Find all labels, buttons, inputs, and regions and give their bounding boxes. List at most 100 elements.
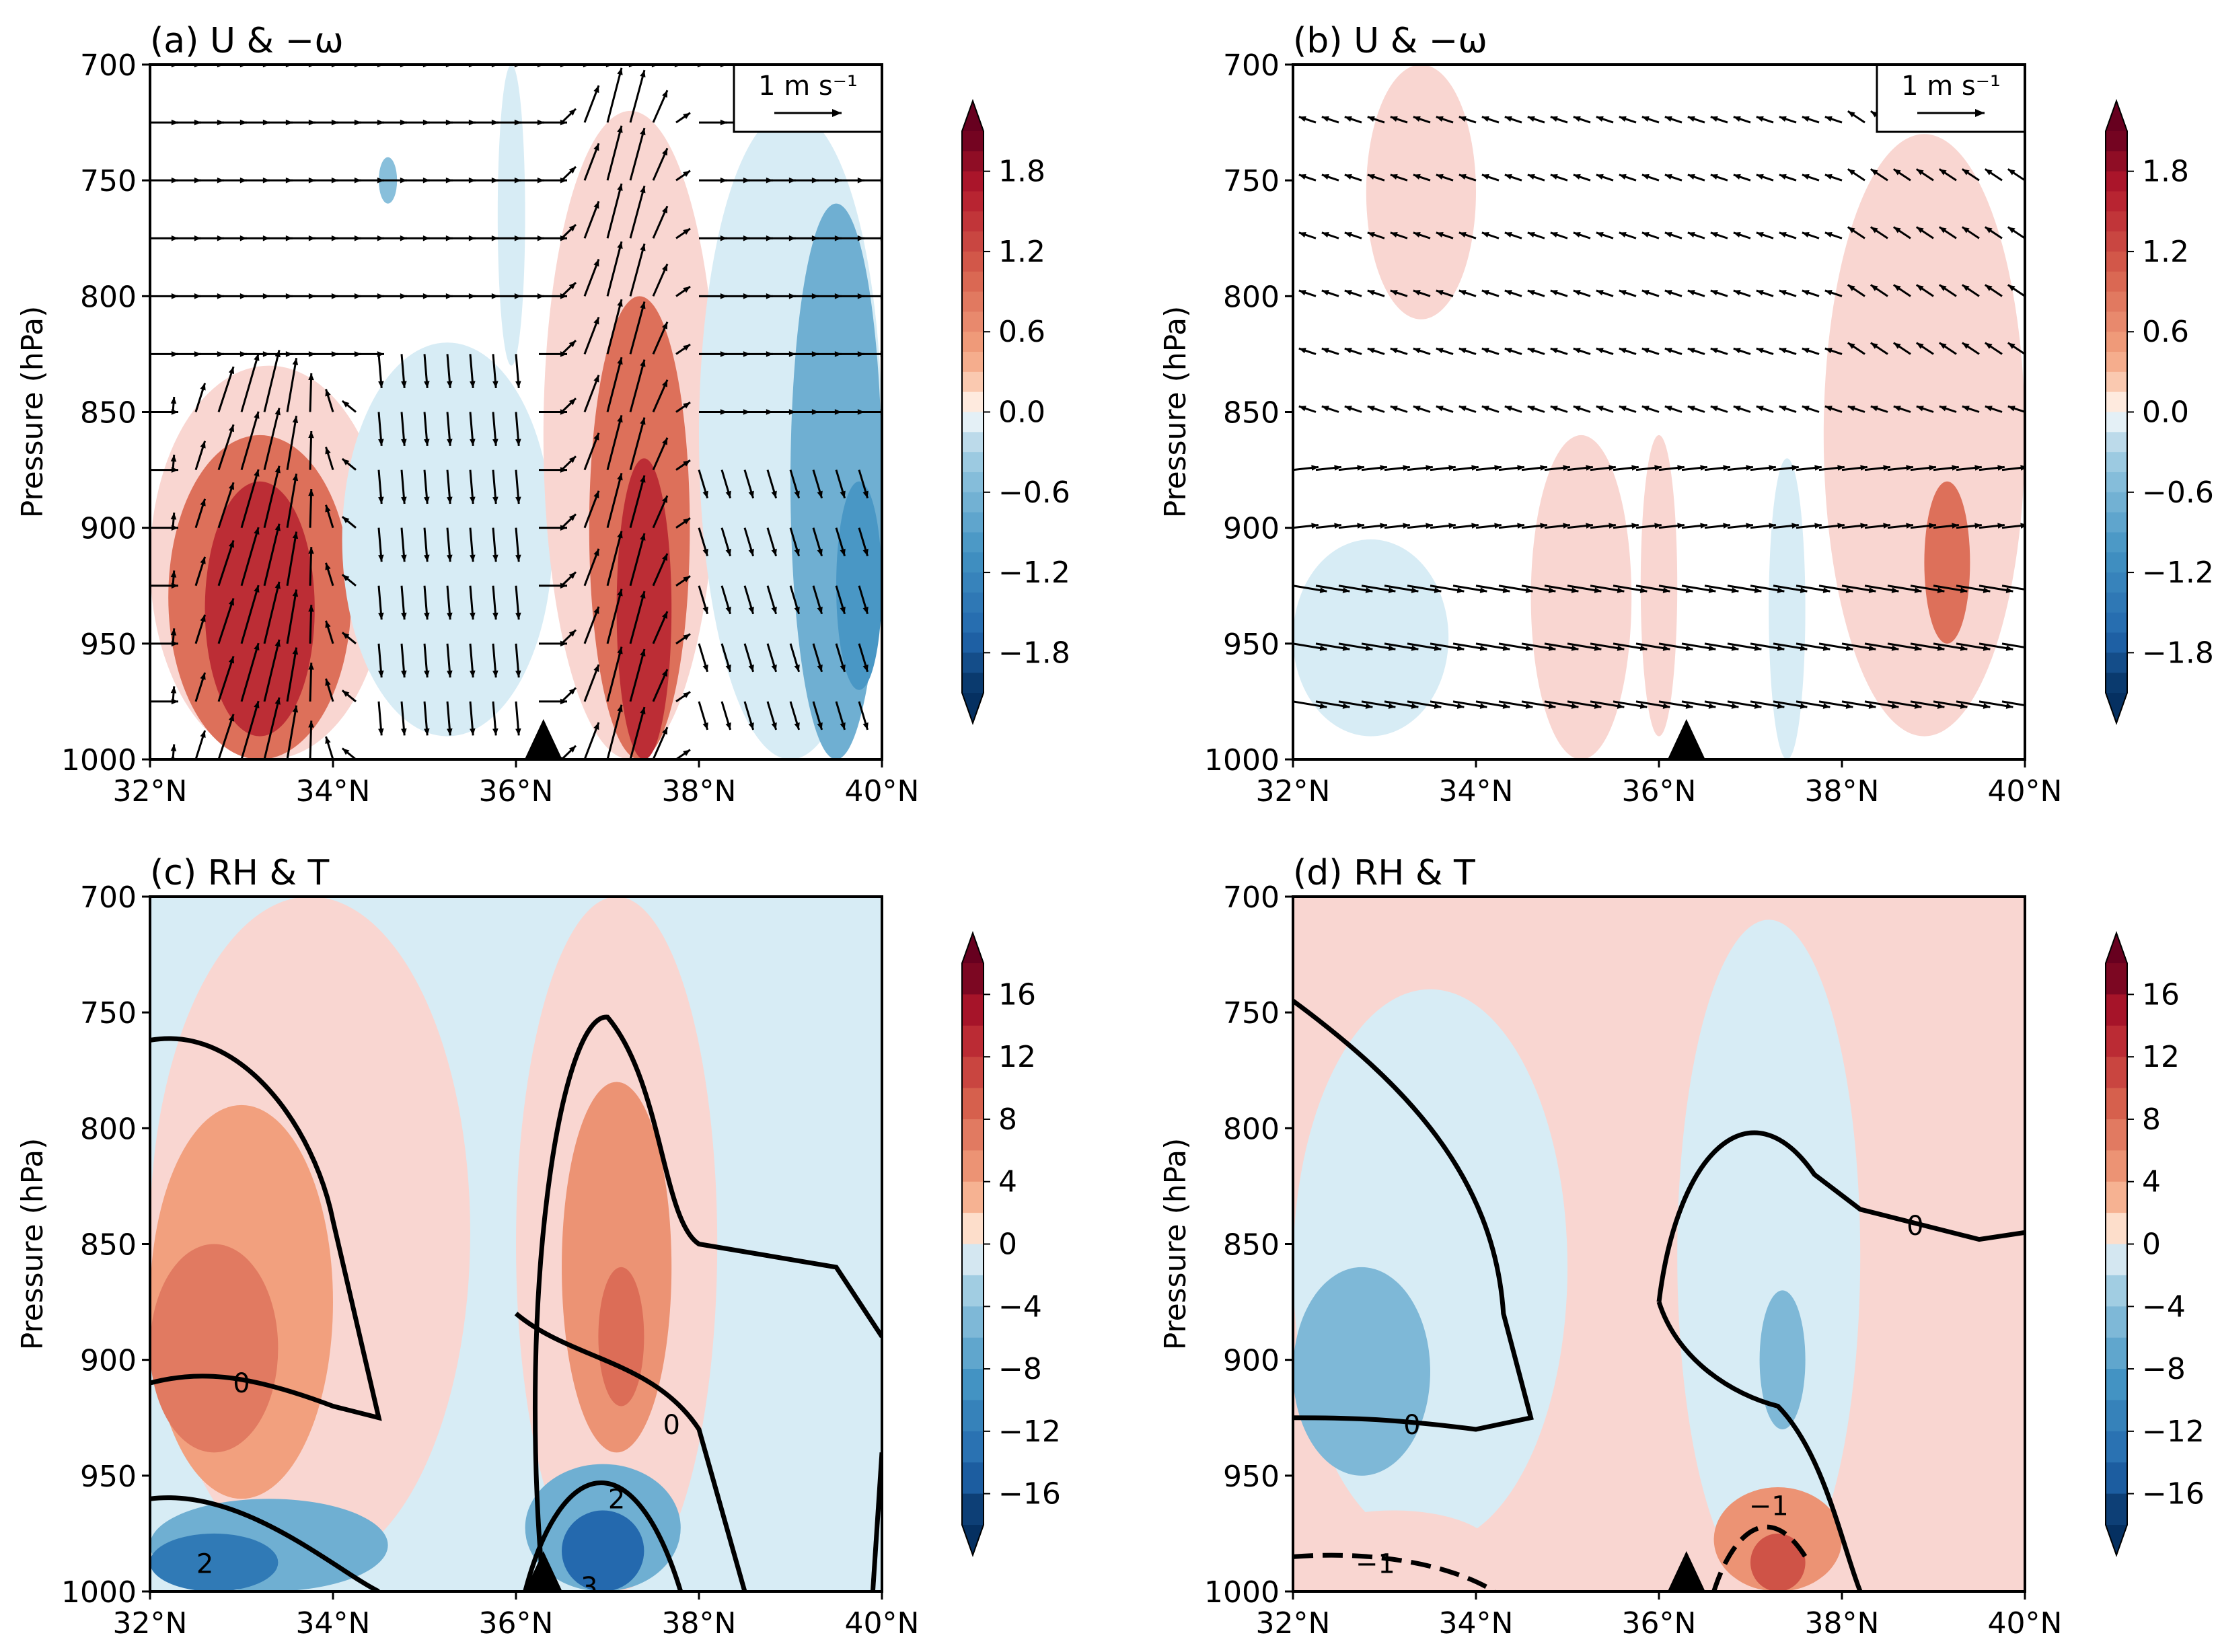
terrain-marker xyxy=(1667,1551,1705,1591)
vector-head xyxy=(1847,227,1855,233)
colorbar-tick-label: −0.6 xyxy=(998,476,1070,510)
colorbar-tick-label: 8 xyxy=(998,1102,1017,1137)
vector-head xyxy=(424,439,430,446)
colorbar-segment xyxy=(2106,211,2127,232)
vector-head xyxy=(1502,645,1510,651)
vector-head xyxy=(292,589,299,597)
vector-head xyxy=(200,730,206,738)
x-tick-label: 40°N xyxy=(1988,1606,2063,1641)
vector-head xyxy=(1822,703,1831,709)
vector-head xyxy=(1298,406,1306,412)
vector-head xyxy=(1390,116,1398,122)
colorbar-segment xyxy=(2106,1088,2127,1120)
wind-vector xyxy=(629,69,646,123)
vector-head xyxy=(748,664,754,672)
colorbar-tick-label: −8 xyxy=(998,1352,1042,1386)
vector-head xyxy=(1916,227,1924,233)
y-axis-label: Pressure (hPa) xyxy=(1158,1138,1193,1351)
vector-head xyxy=(568,166,576,174)
vector-head xyxy=(1779,406,1787,412)
panel-title: (a) U & −ω xyxy=(150,21,344,61)
vector-head xyxy=(1586,465,1593,471)
vector-head xyxy=(424,728,430,736)
vector-head xyxy=(1847,406,1855,412)
vector-head xyxy=(702,606,708,614)
colorbar-tick-label: −12 xyxy=(2142,1415,2205,1449)
vector-head xyxy=(325,678,331,686)
vector-head xyxy=(1403,523,1410,529)
vector-head xyxy=(1802,231,1810,238)
vector-head xyxy=(1710,231,1718,238)
vector-head xyxy=(1677,465,1685,471)
vector-head xyxy=(1502,587,1510,593)
wind-vector xyxy=(1293,237,1294,239)
colorbar-tick-label: −16 xyxy=(2142,1477,2205,1511)
vector-head xyxy=(1344,116,1352,122)
wind-vector xyxy=(217,656,235,702)
panel-a: 1 m s⁻¹(a) U & −ω70075080085090095010003… xyxy=(15,21,1070,809)
wind-vector xyxy=(2024,643,2025,645)
vector-head xyxy=(1824,231,1833,238)
x-tick-label: 38°N xyxy=(662,774,737,809)
wind-vector xyxy=(836,759,845,788)
vector-head xyxy=(794,490,800,498)
vector-head xyxy=(1571,703,1579,709)
vector-head xyxy=(274,523,281,531)
vector-head xyxy=(228,656,235,664)
vector-head xyxy=(593,317,599,325)
vector-head xyxy=(903,178,910,184)
colorbar-segment xyxy=(962,211,984,232)
vector-head xyxy=(342,459,350,465)
vector-head xyxy=(1573,406,1581,412)
vector-head xyxy=(424,496,430,504)
wind-vector xyxy=(402,759,404,793)
vector-head xyxy=(1654,523,1662,529)
vector-head xyxy=(1710,116,1718,122)
vector-head xyxy=(1480,761,1487,767)
vector-head xyxy=(794,780,800,788)
vector-head xyxy=(1686,761,1693,767)
vector-head xyxy=(1677,523,1685,529)
vector-head xyxy=(593,722,599,730)
contour-line-dashed xyxy=(1293,1552,1496,1591)
plot-area: 0 0 −1 −1 xyxy=(1293,897,2025,1591)
x-tick-label: 40°N xyxy=(1988,774,2063,809)
wind-vector xyxy=(424,759,427,793)
vector-head xyxy=(1502,703,1510,709)
vector-head xyxy=(1471,523,1479,529)
vector-head xyxy=(593,606,599,614)
vector-head xyxy=(1639,587,1648,593)
vector-head xyxy=(1756,231,1764,238)
y-tick-label: 900 xyxy=(80,512,137,546)
vector-head xyxy=(1893,342,1901,349)
y-tick-label: 1000 xyxy=(61,1575,137,1610)
vector-head xyxy=(1594,645,1602,651)
colorbar-segment xyxy=(2106,1057,2127,1089)
vector-head xyxy=(1481,231,1489,238)
vector-head xyxy=(1596,231,1604,238)
vector-head xyxy=(593,664,599,672)
vector-head xyxy=(254,701,260,709)
vector-head xyxy=(1548,587,1556,593)
vector-head xyxy=(447,554,453,562)
wind-vector xyxy=(606,414,623,470)
colorbar-segment xyxy=(2106,1431,2127,1463)
vector-head xyxy=(1757,59,1764,64)
colorbar-segment xyxy=(962,171,984,192)
vector-head xyxy=(1504,406,1512,412)
vector-head xyxy=(1983,587,1991,593)
colorbar-segment xyxy=(962,1213,984,1244)
vector-head xyxy=(1596,59,1604,64)
colorbar-tick-label: 0 xyxy=(2142,1228,2161,1262)
vector-head xyxy=(1962,53,1970,59)
vector-head xyxy=(817,664,823,672)
colorbar-extend-top xyxy=(962,101,984,131)
colorbar-tick-label: 4 xyxy=(998,1165,1017,1199)
vector-head xyxy=(1708,645,1716,651)
colorbar-segment xyxy=(962,191,984,212)
vector-head xyxy=(1822,645,1831,651)
vector-head xyxy=(617,67,623,75)
colorbar-segment xyxy=(962,1057,984,1089)
panel-b: 1 m s⁻¹(b) U & −ω70075080085090095010003… xyxy=(1158,21,2214,809)
vector-head xyxy=(2006,761,2013,767)
